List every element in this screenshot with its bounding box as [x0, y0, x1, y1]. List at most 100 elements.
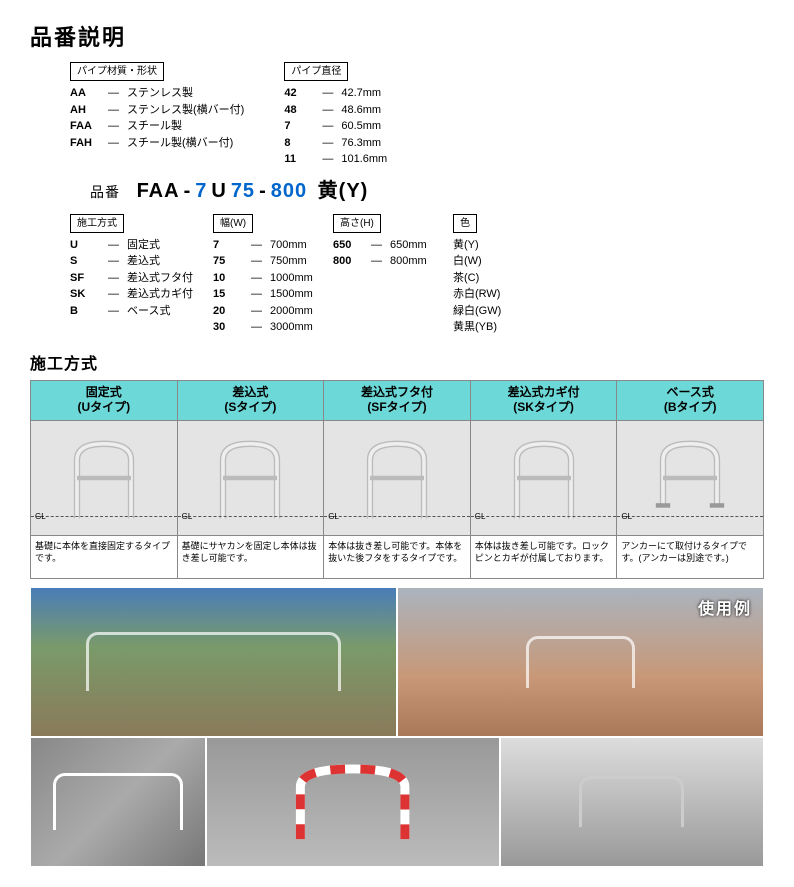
code: SK: [70, 286, 100, 303]
material-list: AA—ステンレス製 AH—ステンレス製(横バー付) FAA—スチール製 FAH—…: [70, 85, 244, 151]
code: 11: [284, 151, 314, 168]
code: 7: [284, 118, 314, 135]
color-group: 色 黄(Y) 白(W) 茶(C) 赤白(RW) 緑白(GW) 黄黒(YB): [453, 214, 553, 336]
code: 800: [333, 253, 363, 270]
label: 茶(C): [453, 270, 479, 287]
label: 黄(Y): [453, 237, 479, 254]
label: 固定式: [127, 237, 160, 254]
code: FAH: [70, 135, 100, 152]
diameter-list: 42—42.7mm 48—48.6mm 7—60.5mm 8—76.3mm 11…: [284, 85, 387, 168]
gl-label: GL: [35, 512, 46, 521]
arch-icon: [645, 433, 735, 523]
method-cell: 固定式(Uタイプ) GL 基礎に本体を直接固定するタイプです。: [31, 381, 178, 578]
label: 650mm: [390, 237, 427, 254]
code: 15: [213, 286, 243, 303]
usage-photo: [30, 587, 397, 737]
arch-icon: [59, 433, 149, 523]
code: 8: [284, 135, 314, 152]
label: 101.6mm: [341, 151, 387, 168]
label: 76.3mm: [341, 135, 381, 152]
method-desc: 基礎に本体を直接固定するタイプです。: [31, 536, 177, 578]
code: SF: [70, 270, 100, 287]
arch-icon: [352, 433, 442, 523]
barrier-icon: [236, 757, 469, 847]
arch-icon: [499, 433, 589, 523]
usage-photo: [30, 737, 206, 867]
method-diagram: GL: [324, 421, 470, 536]
label: 42.7mm: [341, 85, 381, 102]
method-cell: 差込式フタ付(SFタイプ) GL 本体は抜き差し可能です。本体を抜いた後フタをす…: [324, 381, 471, 578]
method-diagram: GL: [617, 421, 763, 536]
method-diagram: GL: [178, 421, 324, 536]
product-code-label: 品番: [90, 184, 120, 200]
height-callout: 高さ(H): [333, 214, 381, 233]
label: 差込式カギ付: [127, 286, 193, 303]
code: 75: [213, 253, 243, 270]
material-group: パイプ材質・形状 AA—ステンレス製 AH—ステンレス製(横バー付) FAA—ス…: [70, 62, 244, 168]
label: 48.6mm: [341, 102, 381, 119]
code: 20: [213, 303, 243, 320]
label: 赤白(RW): [453, 286, 500, 303]
method-desc: 基礎にサヤカンを固定し本体は抜き差し可能です。: [178, 536, 324, 578]
label: 750mm: [270, 253, 307, 270]
code: 10: [213, 270, 243, 287]
diameter-group: パイプ直径 42—42.7mm 48—48.6mm 7—60.5mm 8—76.…: [284, 62, 387, 168]
method-type-table: 固定式(Uタイプ) GL 基礎に本体を直接固定するタイプです。 差込式(Sタイプ…: [30, 380, 764, 579]
code: U: [70, 237, 100, 254]
usage-label: 使用例: [698, 595, 752, 619]
gl-label: GL: [328, 512, 339, 521]
label: 1500mm: [270, 286, 313, 303]
label: ステンレス製(横バー付): [127, 102, 244, 119]
label: 700mm: [270, 237, 307, 254]
code: FAA: [70, 118, 100, 135]
label: ステンレス製: [127, 85, 193, 102]
code-seg-width: 75: [229, 176, 257, 206]
arch-icon: [205, 433, 295, 523]
method-head: 差込式カギ付(SKタイプ): [471, 381, 617, 421]
code: B: [70, 303, 100, 320]
method-head: 差込式フタ付(SFタイプ): [324, 381, 470, 421]
method-desc: アンカーにて取付けるタイプです。(アンカーは別途です。): [617, 536, 763, 578]
method-cell: 差込式(Sタイプ) GL 基礎にサヤカンを固定し本体は抜き差し可能です。: [178, 381, 325, 578]
method-head: 差込式(Sタイプ): [178, 381, 324, 421]
method-head: ベース式(Bタイプ): [617, 381, 763, 421]
method-group: 施工方式 U—固定式 S—差込式 SF—差込式フタ付 SK—差込式カギ付 B—ベ…: [70, 214, 193, 336]
method-diagram: GL: [471, 421, 617, 536]
code: 42: [284, 85, 314, 102]
code: S: [70, 253, 100, 270]
method-desc: 本体は抜き差し可能です。ロックピンとカギが付属しております。: [471, 536, 617, 578]
code-seg-height: 800: [269, 176, 309, 206]
gl-label: GL: [475, 512, 486, 521]
page-title: 品番説明: [30, 20, 764, 52]
label: スチール製(横バー付): [127, 135, 233, 152]
product-code: 品番 FAA-7U75-800 黄(Y): [90, 176, 764, 206]
label: スチール製: [127, 118, 182, 135]
height-group: 高さ(H) 650—650mm 800—800mm: [333, 214, 433, 336]
method-cell: 差込式カギ付(SKタイプ) GL 本体は抜き差し可能です。ロックピンとカギが付属…: [471, 381, 618, 578]
code: 30: [213, 319, 243, 336]
code-seg-method: U: [209, 176, 228, 206]
width-callout: 幅(W): [213, 214, 253, 233]
label: 緑白(GW): [453, 303, 501, 320]
code-seg-color: 黄(Y): [316, 176, 371, 206]
method-desc: 本体は抜き差し可能です。本体を抜いた後フタをするタイプです。: [324, 536, 470, 578]
method-callout: 施工方式: [70, 214, 124, 233]
label: 800mm: [390, 253, 427, 270]
code: AA: [70, 85, 100, 102]
label: 1000mm: [270, 270, 313, 287]
method-section-title: 施工方式: [30, 350, 764, 374]
gl-label: GL: [182, 512, 193, 521]
code: 650: [333, 237, 363, 254]
diameter-callout: パイプ直径: [284, 62, 348, 81]
code-seg-material: FAA: [135, 176, 182, 206]
method-diagram: GL: [31, 421, 177, 536]
width-group: 幅(W) 7—700mm 75—750mm 10—1000mm 15—1500m…: [213, 214, 313, 336]
label: ベース式: [127, 303, 170, 320]
code: AH: [70, 102, 100, 119]
usage-photo: [206, 737, 500, 867]
label: 差込式: [127, 253, 160, 270]
code: 7: [213, 237, 243, 254]
label: 2000mm: [270, 303, 313, 320]
label: 60.5mm: [341, 118, 381, 135]
label: 白(W): [453, 253, 482, 270]
